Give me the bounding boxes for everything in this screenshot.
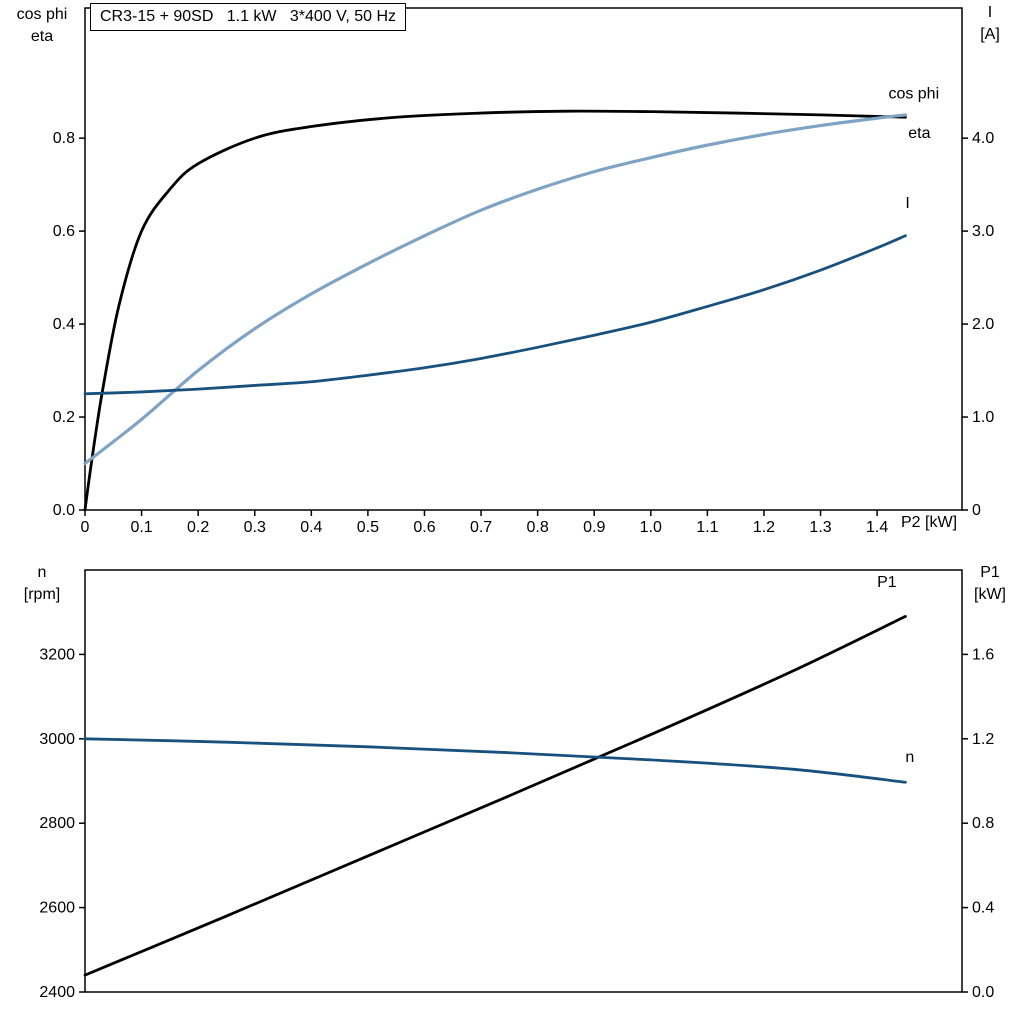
svg-text:1.2: 1.2: [753, 519, 775, 536]
left-axis-title-line-eta: eta: [30, 28, 54, 45]
svg-text:0.6: 0.6: [53, 223, 75, 240]
svg-text:0.1: 0.1: [130, 519, 152, 536]
svg-text:0: 0: [972, 502, 981, 519]
svg-text:1.1: 1.1: [696, 519, 718, 536]
svg-text:0.8: 0.8: [53, 130, 75, 147]
right-axis-title-top-chart: I [A]: [962, 2, 1018, 46]
svg-text:0.4: 0.4: [300, 519, 322, 536]
svg-text:0.2: 0.2: [187, 519, 209, 536]
svg-text:0: 0: [81, 519, 90, 536]
curve-label-cos-phi: cos phi: [888, 86, 939, 103]
svg-text:1.0: 1.0: [972, 409, 994, 426]
svg-text:2400: 2400: [39, 984, 75, 1001]
left-axis-title-bottom-chart: n [rpm]: [2, 562, 82, 606]
svg-text:2800: 2800: [39, 815, 75, 832]
left-axis-title-line-speed: n: [37, 564, 47, 581]
svg-text:4.0: 4.0: [972, 130, 994, 147]
curve-label-eta: eta: [908, 125, 930, 142]
svg-text:3000: 3000: [39, 731, 75, 748]
svg-text:0.6: 0.6: [413, 519, 435, 536]
curve-label-p1: P1: [877, 574, 897, 591]
svg-text:1.0: 1.0: [640, 519, 662, 536]
svg-text:2600: 2600: [39, 900, 75, 917]
right-axis-title-line-p1: P1: [980, 564, 1000, 581]
left-axis-title-line-cosphi: cos phi: [16, 6, 68, 23]
right-axis-title-line-current: I: [987, 4, 993, 21]
right-axis-title-bottom-chart: P1 [kW]: [962, 562, 1018, 606]
svg-text:1.6: 1.6: [972, 646, 994, 663]
curve-label-n: n: [905, 749, 914, 766]
svg-text:2.0: 2.0: [972, 316, 994, 333]
curve-label-i: I: [905, 195, 909, 212]
svg-text:0.0: 0.0: [972, 984, 994, 1001]
svg-text:1.3: 1.3: [809, 519, 831, 536]
svg-text:0.8: 0.8: [972, 815, 994, 832]
right-axis-title-line-kw-unit: [kW]: [974, 586, 1006, 603]
svg-text:0.3: 0.3: [244, 519, 266, 536]
svg-text:1.2: 1.2: [972, 731, 994, 748]
svg-text:0.5: 0.5: [357, 519, 379, 536]
svg-text:0.0: 0.0: [53, 502, 75, 519]
x-axis-label-p2-kw: P2 [kW]: [901, 514, 958, 531]
svg-text:0.2: 0.2: [53, 409, 75, 426]
top-chart-eta-cosphi-current: 0.0 0.2 0.4 0.6 0.8 0 1.0 2.0 3.0 4.0 0 0.1 0.2 0.3 0.…: [53, 7, 994, 536]
svg-text:0.4: 0.4: [972, 900, 994, 917]
left-axis-title-line-rpm-unit: [rpm]: [23, 586, 61, 603]
svg-text:0.4: 0.4: [53, 316, 75, 333]
chart-title: CR3-15 + 90SD 1.1 kW 3*400 V, 50 Hz: [90, 3, 407, 31]
right-axis-title-line-ampere-unit: [A]: [980, 26, 1000, 43]
svg-text:0.8: 0.8: [527, 519, 549, 536]
svg-text:3200: 3200: [39, 646, 75, 663]
svg-text:1.4: 1.4: [866, 519, 888, 536]
left-axis-title-top-chart: cos phi eta: [2, 4, 82, 48]
svg-text:0.7: 0.7: [470, 519, 492, 536]
bottom-chart-speed-power: 2400 2600 2800 3000 3200 0.0 0.4 0.8 1.2 1.6 P1 n: [39, 569, 994, 1001]
svg-text:3.0: 3.0: [972, 223, 994, 240]
svg-text:0.9: 0.9: [583, 519, 605, 536]
